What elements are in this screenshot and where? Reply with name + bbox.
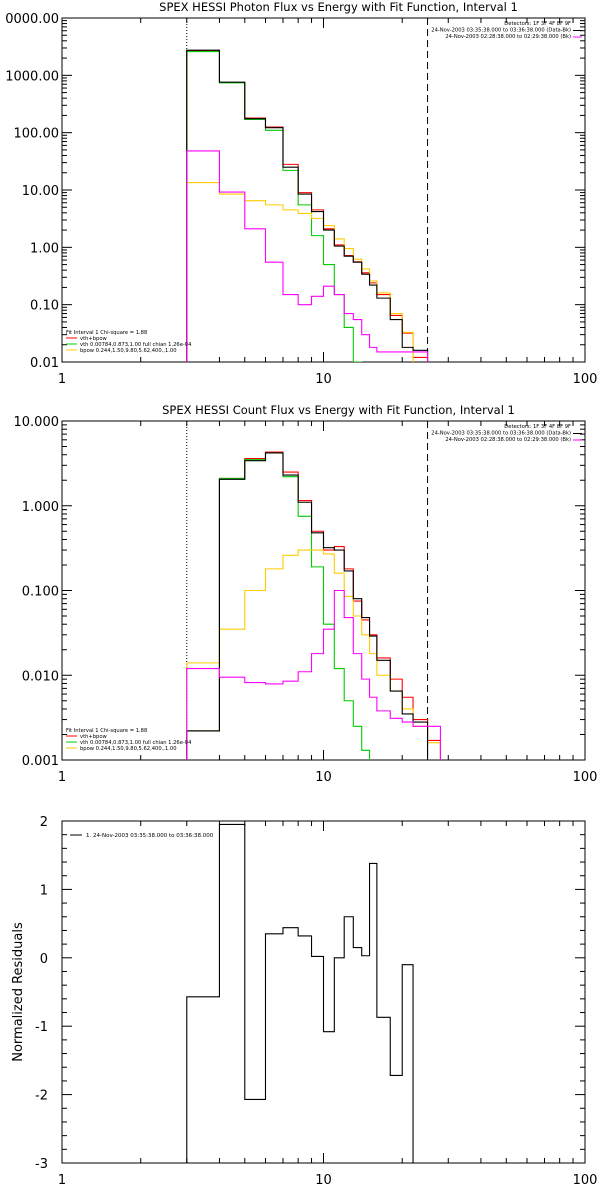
x-tick-label: 100 — [573, 1173, 598, 1188]
series-group — [186, 49, 429, 362]
header-line: Detectors: 1F 3F 4F 8F 9F — [504, 424, 571, 430]
series-line-total — [186, 452, 429, 760]
y-tick-label: 0.010 — [22, 669, 59, 684]
y-tick-label: -3 — [35, 1157, 48, 1172]
y-tick-label: 1000.00 — [5, 69, 59, 84]
x-tick-label: 10 — [315, 372, 332, 387]
y-tick-label: 1.00 — [30, 241, 59, 256]
fit-text-line: vth 0.00784,0.873,1.00 full chian 1.26e-… — [80, 342, 192, 348]
x-tick-label: 100 — [573, 770, 598, 785]
y-tick-label: 1 — [40, 883, 48, 898]
y-tick-label: 100.00 — [14, 127, 60, 142]
y-tick-label: 0.01 — [30, 356, 59, 371]
series-line-vth — [186, 50, 363, 362]
series-line-fit — [186, 451, 441, 760]
header-line: 24-Nov-2003 02:28:38.000 to 02:29:38.000… — [445, 437, 571, 443]
y-tick-label: 1.000 — [22, 500, 59, 515]
legend-label: 1. 24-Nov-2003 03:35:38.000 to 03:36:38.… — [86, 833, 214, 839]
chart-3: 1 10 100 -3 -2 -1 0 1 2 Normalized Residuals 1. 24… — [11, 815, 598, 1188]
series-line-bkg — [186, 589, 441, 760]
fit-text-line: vth+bpow — [80, 734, 107, 740]
y-tick-label: 0.10 — [30, 299, 59, 314]
header-line: 24-Nov-2003 03:35:38.000 to 03:36:38.000… — [431, 431, 571, 437]
x-tick-label: 100 — [573, 372, 598, 387]
fit-text-line: bpow 0.244,1.50,9.80,5.62,400.,1.00 — [80, 746, 177, 752]
series-line-bkg — [186, 150, 429, 362]
y-tick-label: 2 — [40, 815, 48, 830]
y-tick-label: -1 — [35, 1020, 48, 1035]
y-tick-label: 0.100 — [22, 585, 59, 600]
y-tick-label: -2 — [35, 1089, 48, 1104]
x-tick-label: 1 — [58, 770, 66, 785]
y-tick-label: 10.00 — [22, 184, 59, 199]
y-tick-label: 10.000 — [14, 415, 60, 430]
fit-text-line: vth 0.00784,0.873,1.00 full chian 1.26e-… — [80, 740, 192, 746]
y-axis-label: Normalized Residuals — [11, 922, 26, 1062]
fit-text-line: Fit Interval 1 Chi-square = 1.88 — [66, 330, 147, 336]
x-tick-label: 10 — [315, 1173, 332, 1188]
series-line-total — [186, 823, 414, 1163]
y-tick-label: 0000.00 — [5, 12, 59, 27]
fit-text-line: vth+bpow — [80, 336, 107, 342]
fit-text-line: Fit Interval 1 Chi-square = 1.88 — [66, 728, 147, 734]
chart-2: SPEX HESSI Count Flux vs Energy with Fit… — [14, 403, 598, 785]
series-group — [186, 451, 441, 760]
series-line-bpow — [186, 181, 414, 362]
plot-frame — [61, 17, 586, 363]
header-line: Detectors: 1F 3F 4F 8F 9F — [504, 21, 571, 27]
series-line-bpow — [186, 549, 441, 760]
x-tick-label: 1 — [58, 1173, 66, 1188]
chart-title: SPEX HESSI Count Flux vs Energy with Fit… — [162, 403, 515, 417]
chart-1: SPEX HESSI Photon Flux vs Energy with Fi… — [5, 0, 598, 387]
series-line-fit — [186, 50, 429, 362]
header-line: 24-Nov-2003 03:35:38.000 to 03:36:38.000… — [431, 28, 571, 34]
y-tick-label: 0 — [40, 952, 48, 967]
fit-text-line: bpow 0.244,1.50,9.80,5.62,400.,1.00 — [80, 348, 177, 354]
header-line: 24-Nov-2003 02:28:38.000 to 02:29:38.000… — [445, 34, 571, 40]
series-group — [186, 823, 414, 1163]
chart-title: SPEX HESSI Photon Flux vs Energy with Fi… — [159, 0, 518, 14]
y-tick-label: 0.001 — [22, 754, 59, 769]
x-tick-label: 10 — [315, 770, 332, 785]
x-tick-label: 1 — [58, 372, 66, 387]
series-line-total — [186, 49, 429, 362]
